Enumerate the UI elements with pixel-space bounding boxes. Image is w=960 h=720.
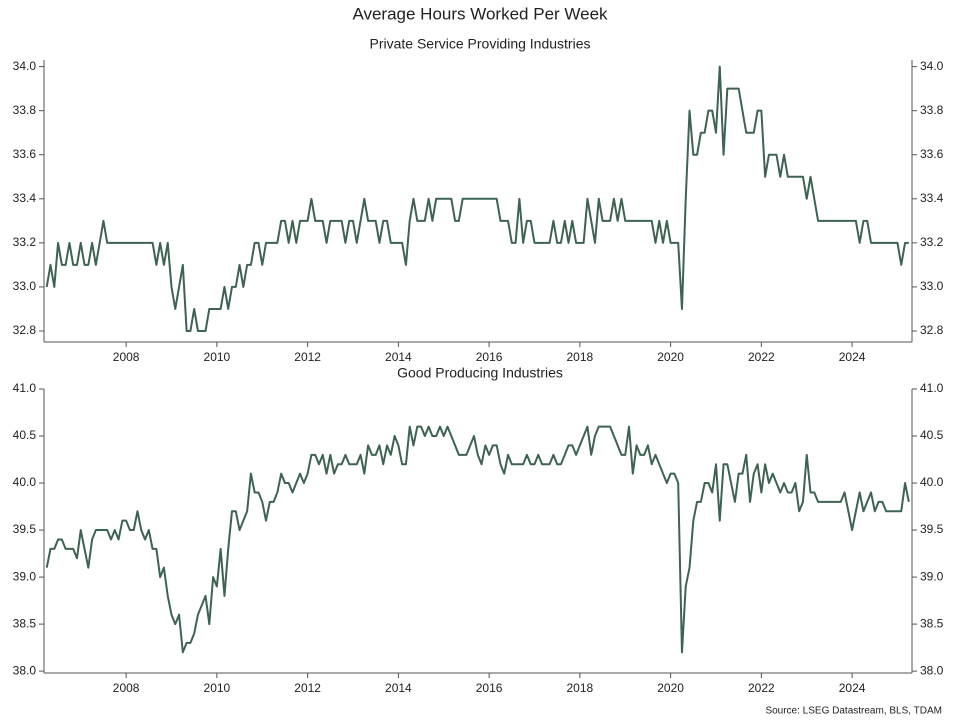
source-note: Source: LSEG Datastream, BLS, TDAM	[765, 706, 942, 717]
x-tick-label: 2016	[476, 681, 503, 695]
data-line	[45, 65, 909, 332]
y-tick-label: 33.4	[920, 191, 944, 205]
x-tick-label: 2022	[748, 350, 775, 364]
page-title: Average Hours Worked Per Week	[352, 4, 608, 23]
data-line	[45, 425, 910, 654]
y-tick-label: 38.5	[13, 616, 37, 630]
y-tick-label: 33.6	[13, 147, 37, 161]
y-tick-label: 40.5	[920, 428, 944, 442]
y-tick-label: 32.8	[13, 323, 37, 337]
x-tick-label: 2008	[113, 350, 140, 364]
x-tick-label: 2016	[476, 350, 503, 364]
y-tick-label: 33.4	[13, 191, 37, 205]
y-tick-label: 39.0	[13, 569, 37, 583]
x-tick-label: 2012	[294, 350, 321, 364]
y-tick-label: 38.5	[920, 616, 944, 630]
y-tick-label: 33.0	[920, 279, 944, 293]
x-tick-label: 2010	[204, 681, 231, 695]
y-tick-label: 33.2	[13, 235, 37, 249]
y-tick-label: 33.6	[920, 147, 944, 161]
x-tick-label: 2012	[294, 681, 321, 695]
y-tick-label: 39.5	[920, 522, 944, 536]
y-tick-label: 34.0	[13, 59, 37, 73]
y-tick-label: 33.0	[13, 279, 37, 293]
y-tick-label: 38.0	[13, 663, 37, 677]
y-tick-label: 41.0	[920, 381, 944, 395]
panel-title: Good Producing Industries	[397, 365, 563, 381]
x-tick-label: 2024	[839, 350, 866, 364]
x-tick-label: 2020	[657, 681, 684, 695]
x-tick-label: 2020	[657, 350, 684, 364]
x-tick-label: 2018	[567, 350, 594, 364]
y-tick-label: 39.0	[920, 569, 944, 583]
y-tick-label: 38.0	[920, 663, 944, 677]
x-tick-label: 2008	[113, 681, 140, 695]
panel-title: Private Service Providing Industries	[370, 36, 591, 52]
y-tick-label: 32.8	[920, 323, 944, 337]
y-tick-label: 40.5	[13, 428, 37, 442]
y-tick-label: 40.0	[920, 475, 944, 489]
x-tick-label: 2014	[385, 681, 412, 695]
x-tick-label: 2010	[204, 350, 231, 364]
x-tick-label: 2022	[748, 681, 775, 695]
y-tick-label: 40.0	[13, 475, 37, 489]
x-tick-label: 2024	[839, 681, 866, 695]
y-tick-label: 34.0	[920, 59, 944, 73]
y-tick-label: 33.8	[13, 103, 37, 117]
x-tick-label: 2014	[385, 350, 412, 364]
y-tick-label: 39.5	[13, 522, 37, 536]
y-tick-label: 33.2	[920, 235, 944, 249]
y-tick-label: 33.8	[920, 103, 944, 117]
y-tick-label: 41.0	[13, 381, 37, 395]
x-tick-label: 2018	[567, 681, 594, 695]
